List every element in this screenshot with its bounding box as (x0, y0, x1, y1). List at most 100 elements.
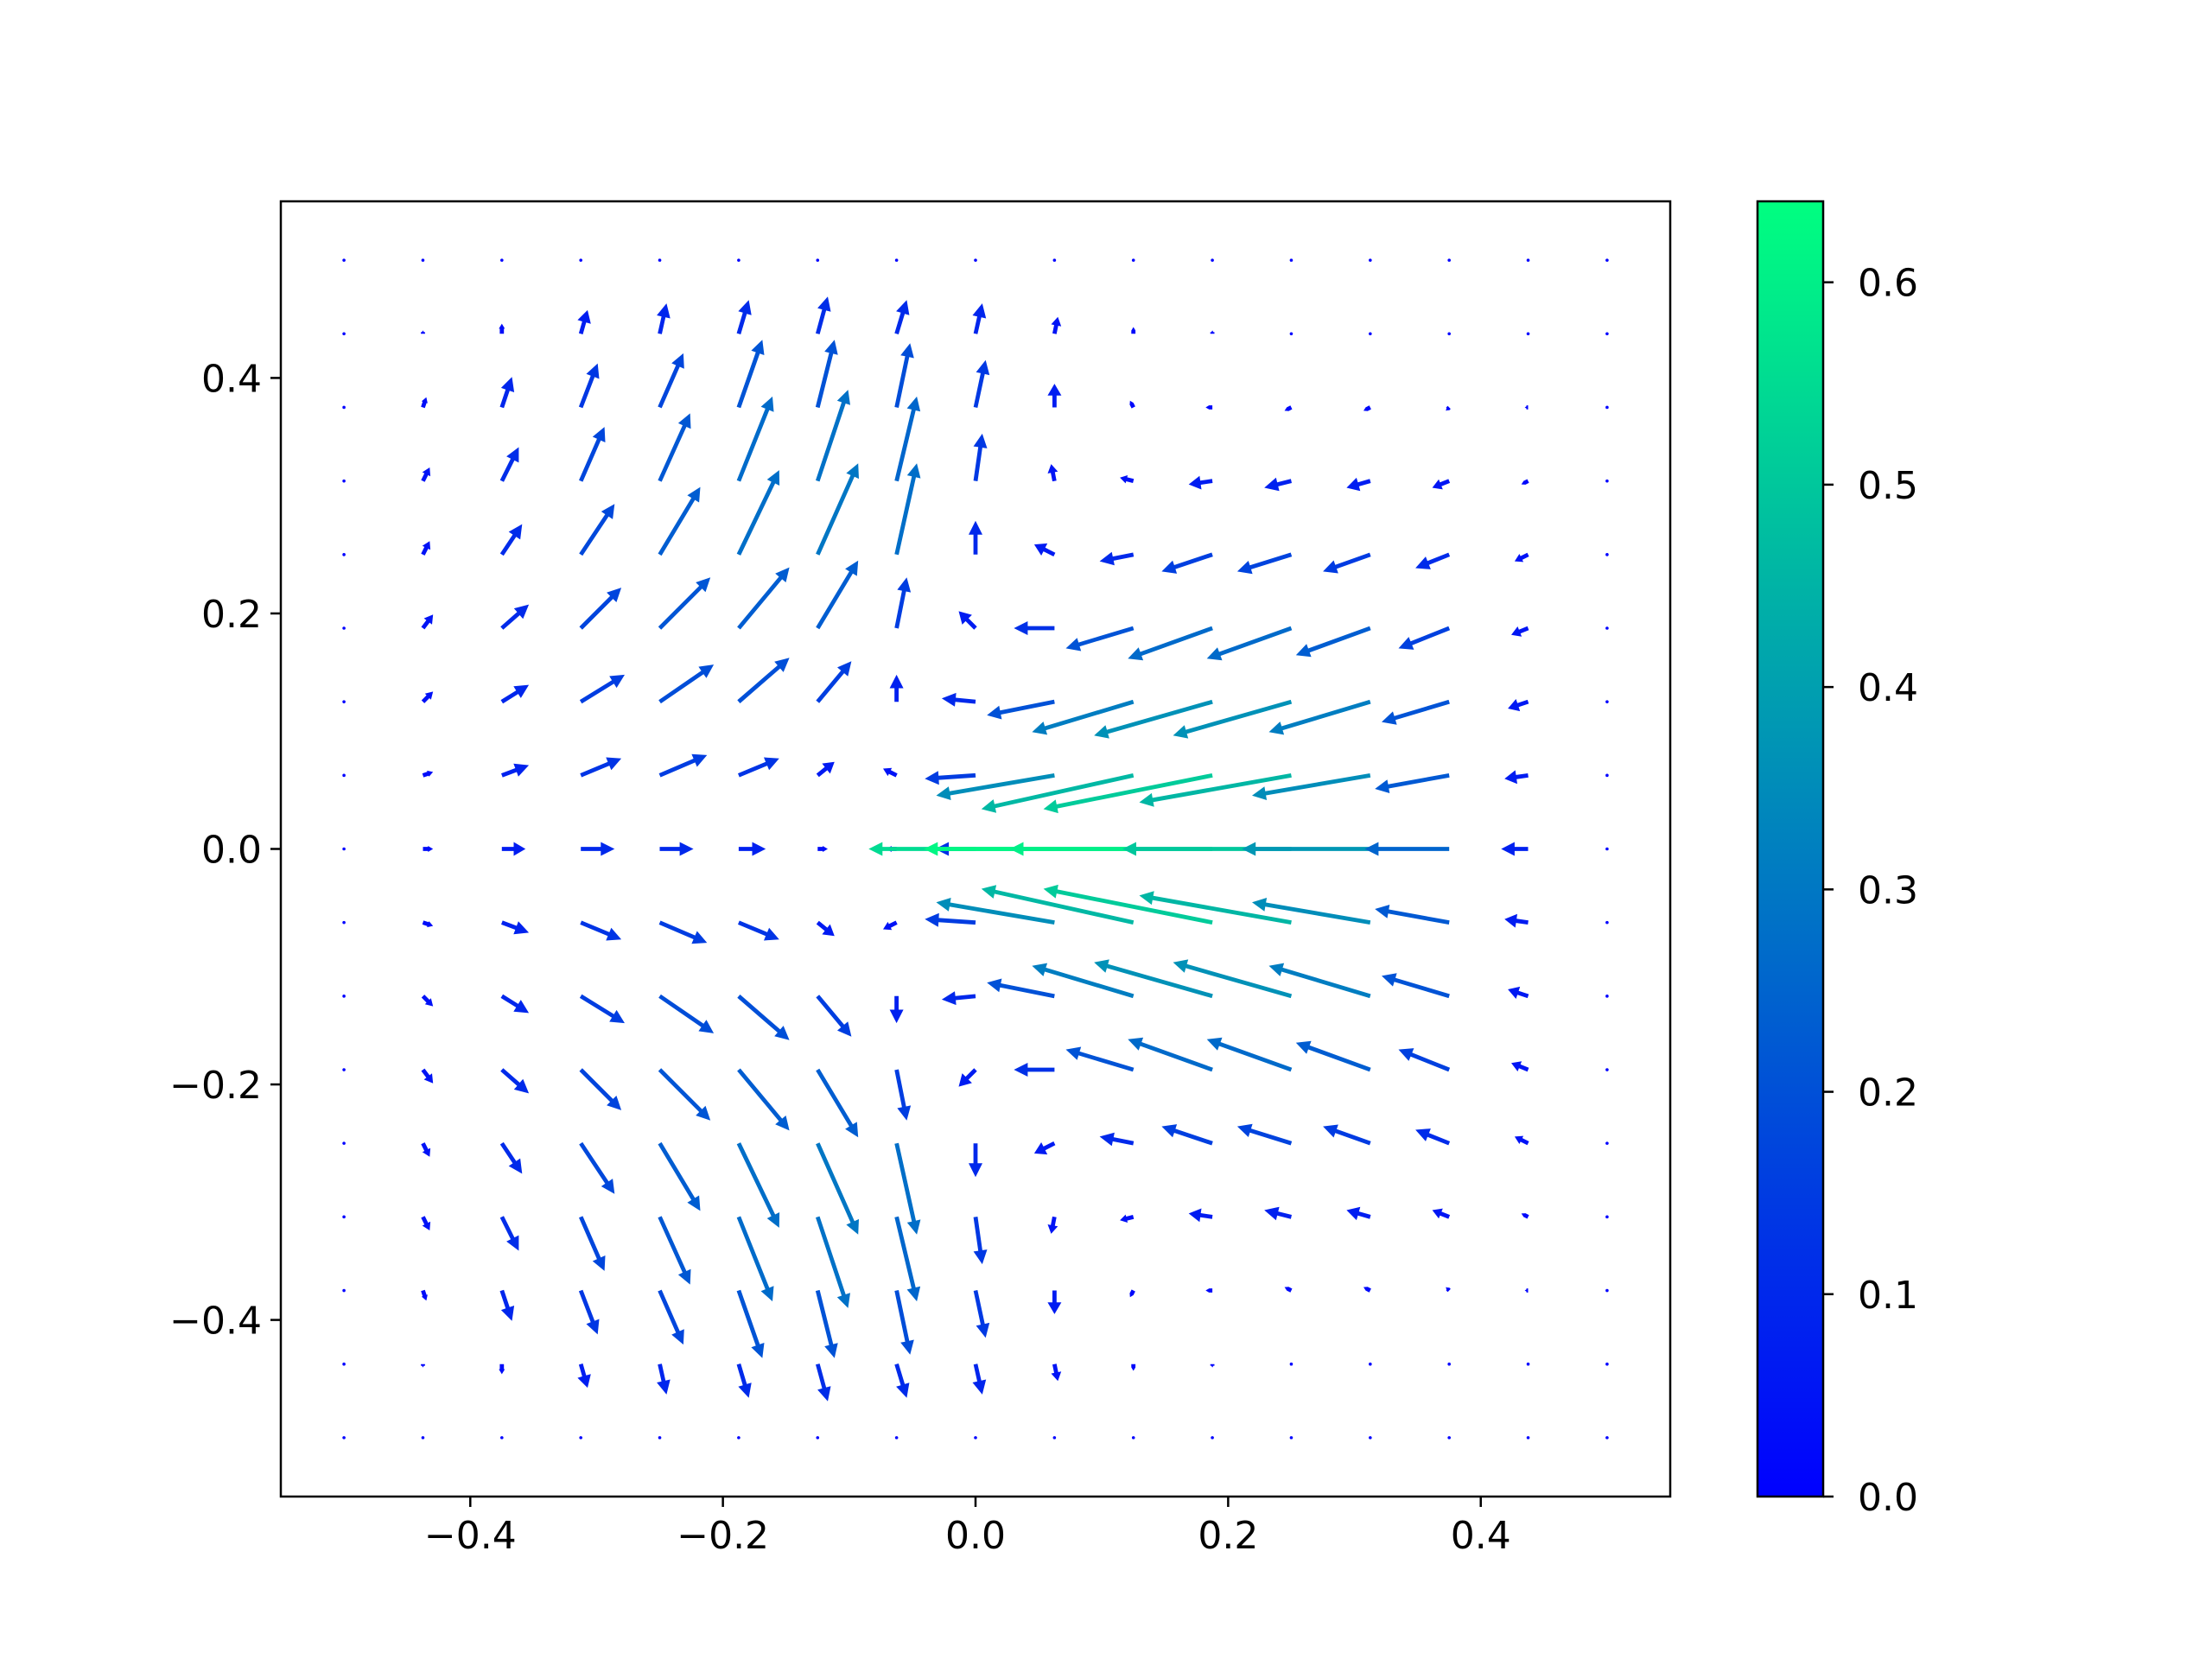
arrow (894, 463, 921, 556)
arrow (1346, 1206, 1371, 1221)
arrow (342, 995, 346, 998)
arrow (973, 433, 988, 481)
arrow (1211, 258, 1214, 262)
arrow (421, 1363, 425, 1368)
arrow (579, 588, 622, 630)
arrow (577, 309, 591, 334)
arrow (422, 920, 434, 928)
arrow (1099, 1132, 1135, 1147)
arrow (499, 1216, 519, 1251)
arrow (1524, 1288, 1529, 1293)
x-tick-label: 0.0 (945, 1514, 1006, 1558)
arrow (658, 664, 715, 704)
arrow (925, 771, 976, 785)
arrow (1032, 963, 1135, 999)
arrow (658, 258, 662, 262)
arrow (816, 296, 831, 334)
arrow (501, 920, 530, 935)
arrow (1447, 1362, 1451, 1366)
arrow (658, 1436, 662, 1440)
arrow (1295, 626, 1371, 658)
arrow (1033, 1141, 1056, 1155)
arrow (973, 1290, 990, 1338)
arrow (1047, 1290, 1062, 1314)
arrow (925, 912, 976, 927)
arrow (1014, 621, 1055, 635)
arrow (816, 390, 850, 482)
arrow (1605, 1436, 1609, 1440)
arrow (1398, 1048, 1451, 1072)
arrow (500, 1436, 504, 1440)
arrow (1211, 1436, 1214, 1440)
arrow (1447, 332, 1451, 336)
arrow (1206, 1037, 1293, 1072)
arrow (421, 467, 431, 482)
arrow (1188, 1208, 1213, 1223)
arrow (579, 258, 582, 262)
arrow (658, 413, 691, 482)
arrow (1094, 959, 1213, 999)
arrow (422, 770, 434, 778)
arrow (342, 332, 346, 336)
arrow (1526, 332, 1530, 336)
arrow (1043, 884, 1213, 925)
arrow (1504, 770, 1529, 785)
arrow (894, 1436, 899, 1440)
arrow (1205, 405, 1213, 410)
y-tick-label: −0.4 (169, 1300, 262, 1344)
arrow (894, 258, 899, 262)
arrow (1051, 316, 1062, 334)
arrow (579, 1141, 615, 1194)
arrow (1252, 898, 1371, 925)
arrow (421, 1436, 425, 1440)
arrow (1605, 479, 1609, 483)
arrow (342, 405, 346, 410)
arrow (883, 920, 898, 931)
arrow (816, 560, 859, 630)
colorbar-tick-label: 0.6 (1858, 262, 1918, 306)
arrow (423, 846, 434, 852)
arrow (421, 1216, 431, 1230)
arrow (1252, 773, 1371, 800)
arrow (421, 397, 428, 409)
arrow (421, 995, 434, 1007)
arrow (981, 885, 1135, 925)
arrow (1375, 905, 1450, 925)
arrow (342, 920, 346, 925)
arrow (1289, 1436, 1294, 1440)
arrow (973, 359, 990, 408)
arrow (421, 614, 434, 630)
arrow (1131, 1436, 1135, 1440)
arrow (1120, 475, 1135, 484)
colorbar (1756, 200, 1825, 1498)
arrow (421, 691, 434, 703)
arrow (1236, 552, 1293, 575)
arrow (500, 604, 530, 630)
arrow (1264, 477, 1292, 492)
arrow (987, 699, 1055, 720)
arrow (1173, 699, 1293, 739)
arrow (579, 674, 625, 704)
arrow (736, 340, 765, 409)
arrow (969, 1143, 982, 1178)
arrow (1508, 699, 1529, 712)
arrow (941, 991, 976, 1006)
arrow (1129, 1289, 1135, 1298)
arrow (1605, 847, 1609, 851)
arrow (659, 842, 694, 856)
arrow (657, 303, 671, 334)
arrow (1323, 552, 1371, 574)
arrow (974, 258, 977, 262)
arrow (1605, 995, 1609, 998)
arrow (1131, 258, 1135, 262)
arrow (973, 1217, 988, 1265)
arrow (1524, 405, 1529, 410)
arrow (1511, 1061, 1529, 1072)
arrow (816, 661, 852, 703)
arrow (1346, 477, 1371, 492)
arrow (1415, 552, 1451, 569)
arrow (342, 1141, 346, 1145)
arrow (958, 611, 977, 630)
arrow (941, 692, 976, 707)
arrow (894, 1290, 914, 1355)
